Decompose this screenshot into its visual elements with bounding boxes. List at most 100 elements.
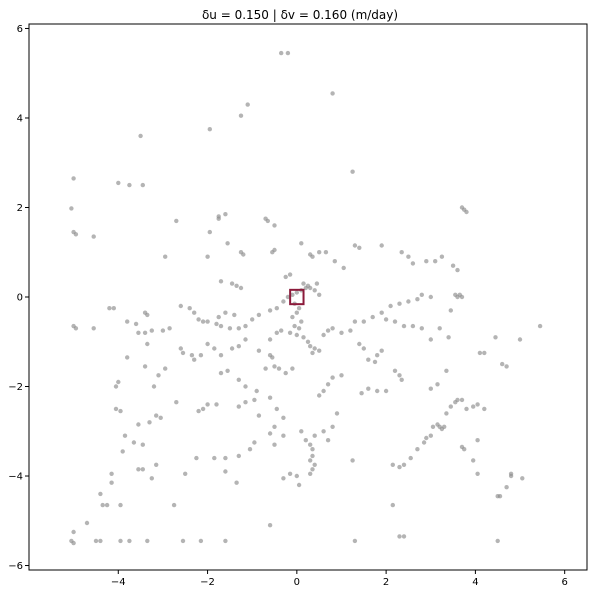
data-point <box>471 404 476 409</box>
data-point <box>160 328 166 333</box>
data-point <box>406 254 411 259</box>
data-point <box>171 502 177 508</box>
data-point <box>285 50 291 56</box>
data-point <box>174 400 179 405</box>
data-point <box>290 292 295 297</box>
data-point <box>140 442 145 447</box>
data-point <box>448 404 453 409</box>
data-point <box>136 330 141 335</box>
data-point <box>192 357 197 362</box>
data-point <box>314 281 320 286</box>
data-point <box>310 350 315 356</box>
data-point <box>216 216 221 221</box>
data-point <box>93 538 99 544</box>
data-point <box>339 373 344 378</box>
data-point <box>276 366 282 371</box>
data-point <box>223 310 228 315</box>
data-point <box>140 467 145 472</box>
data-point <box>352 538 358 544</box>
data-point <box>205 319 210 324</box>
data-point <box>296 482 302 488</box>
x-tick-label: 2 <box>383 577 389 588</box>
data-point <box>504 485 509 490</box>
data-point <box>214 402 219 407</box>
data-point <box>287 272 293 277</box>
data-point <box>145 312 150 318</box>
data-point <box>285 294 291 300</box>
data-point <box>229 281 235 286</box>
data-point <box>245 102 250 107</box>
data-point <box>163 254 168 259</box>
data-point <box>196 317 201 322</box>
data-point <box>455 397 460 403</box>
data-point <box>308 344 313 349</box>
data-point <box>183 471 188 476</box>
data-point <box>459 397 465 403</box>
data-point <box>149 328 154 333</box>
data-point <box>118 502 123 508</box>
data-point <box>147 420 152 425</box>
data-point <box>294 290 299 295</box>
data-point <box>428 294 433 300</box>
data-point <box>392 368 398 373</box>
data-point <box>312 346 317 351</box>
data-point <box>448 308 453 313</box>
data-point <box>131 440 137 445</box>
data-point <box>232 312 237 318</box>
data-point <box>225 368 230 373</box>
data-point <box>517 337 523 342</box>
data-point <box>301 335 306 340</box>
x-tick-label: −4 <box>111 577 126 588</box>
data-point <box>442 424 447 429</box>
data-point <box>321 332 326 338</box>
data-point <box>366 357 371 362</box>
data-point <box>464 209 469 215</box>
data-point <box>120 449 125 454</box>
data-point <box>305 283 311 288</box>
data-point <box>238 285 244 291</box>
data-point <box>243 400 248 405</box>
x-tick-label: 4 <box>472 577 478 588</box>
y-tick-label: 4 <box>17 113 23 124</box>
data-point <box>299 429 304 434</box>
data-point <box>334 411 340 416</box>
data-point <box>401 462 407 467</box>
data-point <box>493 335 498 340</box>
data-point <box>464 406 469 412</box>
data-point <box>444 368 449 373</box>
data-point <box>136 467 141 472</box>
data-point <box>227 326 233 331</box>
data-point <box>223 455 228 461</box>
data-point <box>287 471 293 476</box>
data-point <box>290 366 295 371</box>
data-point <box>156 373 161 378</box>
data-point <box>267 523 273 528</box>
x-tick-label: 0 <box>294 577 300 588</box>
data-point <box>325 382 331 387</box>
data-point <box>439 254 445 259</box>
data-point <box>332 259 337 264</box>
data-point <box>205 402 210 407</box>
data-point <box>397 301 402 306</box>
data-point <box>281 299 286 304</box>
data-point <box>323 250 329 255</box>
data-point <box>428 433 433 438</box>
data-point <box>390 502 395 508</box>
data-point <box>149 476 154 481</box>
data-point <box>178 303 183 309</box>
data-point <box>325 438 331 443</box>
data-point <box>419 292 424 297</box>
data-point <box>350 458 355 463</box>
data-point <box>350 169 355 174</box>
data-point <box>212 346 217 351</box>
data-point <box>317 393 322 398</box>
data-point <box>109 480 114 485</box>
data-point <box>252 440 257 445</box>
data-point <box>379 310 384 315</box>
data-point <box>361 346 366 351</box>
data-point <box>223 538 228 544</box>
data-point <box>127 182 132 188</box>
data-point <box>330 91 335 96</box>
data-point <box>136 422 141 427</box>
